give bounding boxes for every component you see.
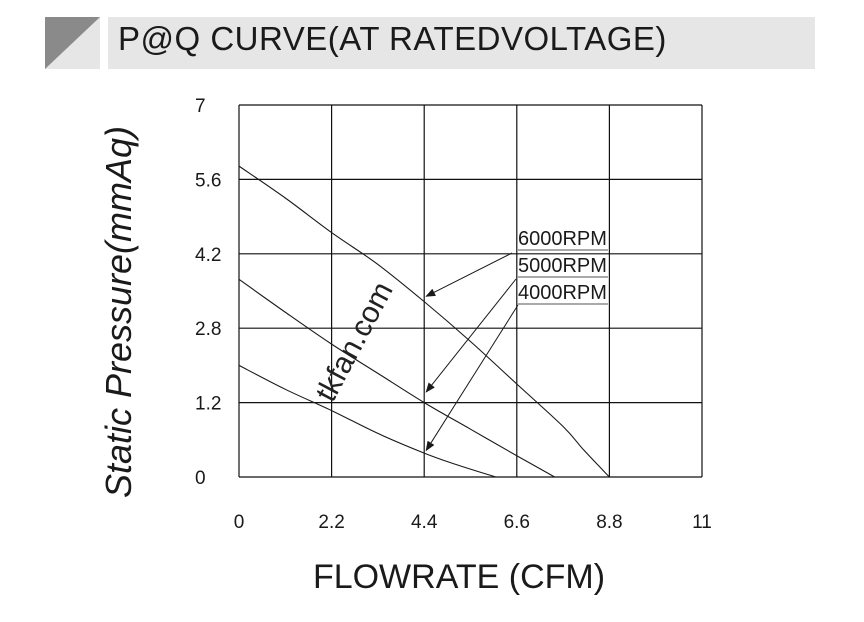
chart-grid (238, 104, 703, 478)
series-line-6000rpm (238, 165, 610, 478)
y-tick-label: 1.2 (195, 394, 221, 415)
x-tick-label: 8.8 (596, 512, 622, 533)
y-tick-label: 7 (195, 96, 206, 117)
header-bar (108, 17, 815, 69)
y-tick-label: 4.2 (195, 245, 221, 266)
y-axis-label: Static Pressure(mmAq) (98, 126, 139, 498)
annotation-label-6000rpm: 6000RPM (518, 228, 607, 250)
annotation-label-5000rpm: 5000RPM (518, 255, 607, 277)
header-corner-icon (45, 17, 100, 69)
series-line-5000rpm (238, 278, 555, 478)
page-title: P@Q CURVE(AT RATEDVOLTAGE) (118, 20, 667, 57)
x-axis-label: FLOWRATE (CFM) (313, 558, 605, 596)
x-tick-label: 11 (692, 512, 712, 533)
annotation-label-4000rpm: 4000RPM (518, 282, 607, 304)
chart-arrows (425, 252, 519, 452)
y-tick-label: 2.8 (195, 319, 221, 340)
series-line-4000rpm (238, 364, 496, 478)
annotation-arrow (425, 278, 517, 393)
x-tick-label: 4.4 (411, 512, 438, 533)
x-tick-label: 0 (234, 512, 245, 533)
chart-tick-labels: 0 2.2 4.4 6.6 8.8 11 0 1.2 2.8 4.2 5.6 7 (195, 96, 712, 533)
y-tick-label: 0 (195, 468, 206, 489)
annotation-arrow (425, 304, 519, 452)
x-tick-label: 2.2 (318, 512, 344, 533)
annotation-arrow (425, 252, 513, 297)
chart-curves (238, 165, 610, 478)
x-tick-label: 6.6 (504, 512, 530, 533)
chart-annotation-labels: 6000RPM 5000RPM 4000RPM (518, 228, 608, 305)
y-tick-label: 5.6 (195, 170, 221, 191)
